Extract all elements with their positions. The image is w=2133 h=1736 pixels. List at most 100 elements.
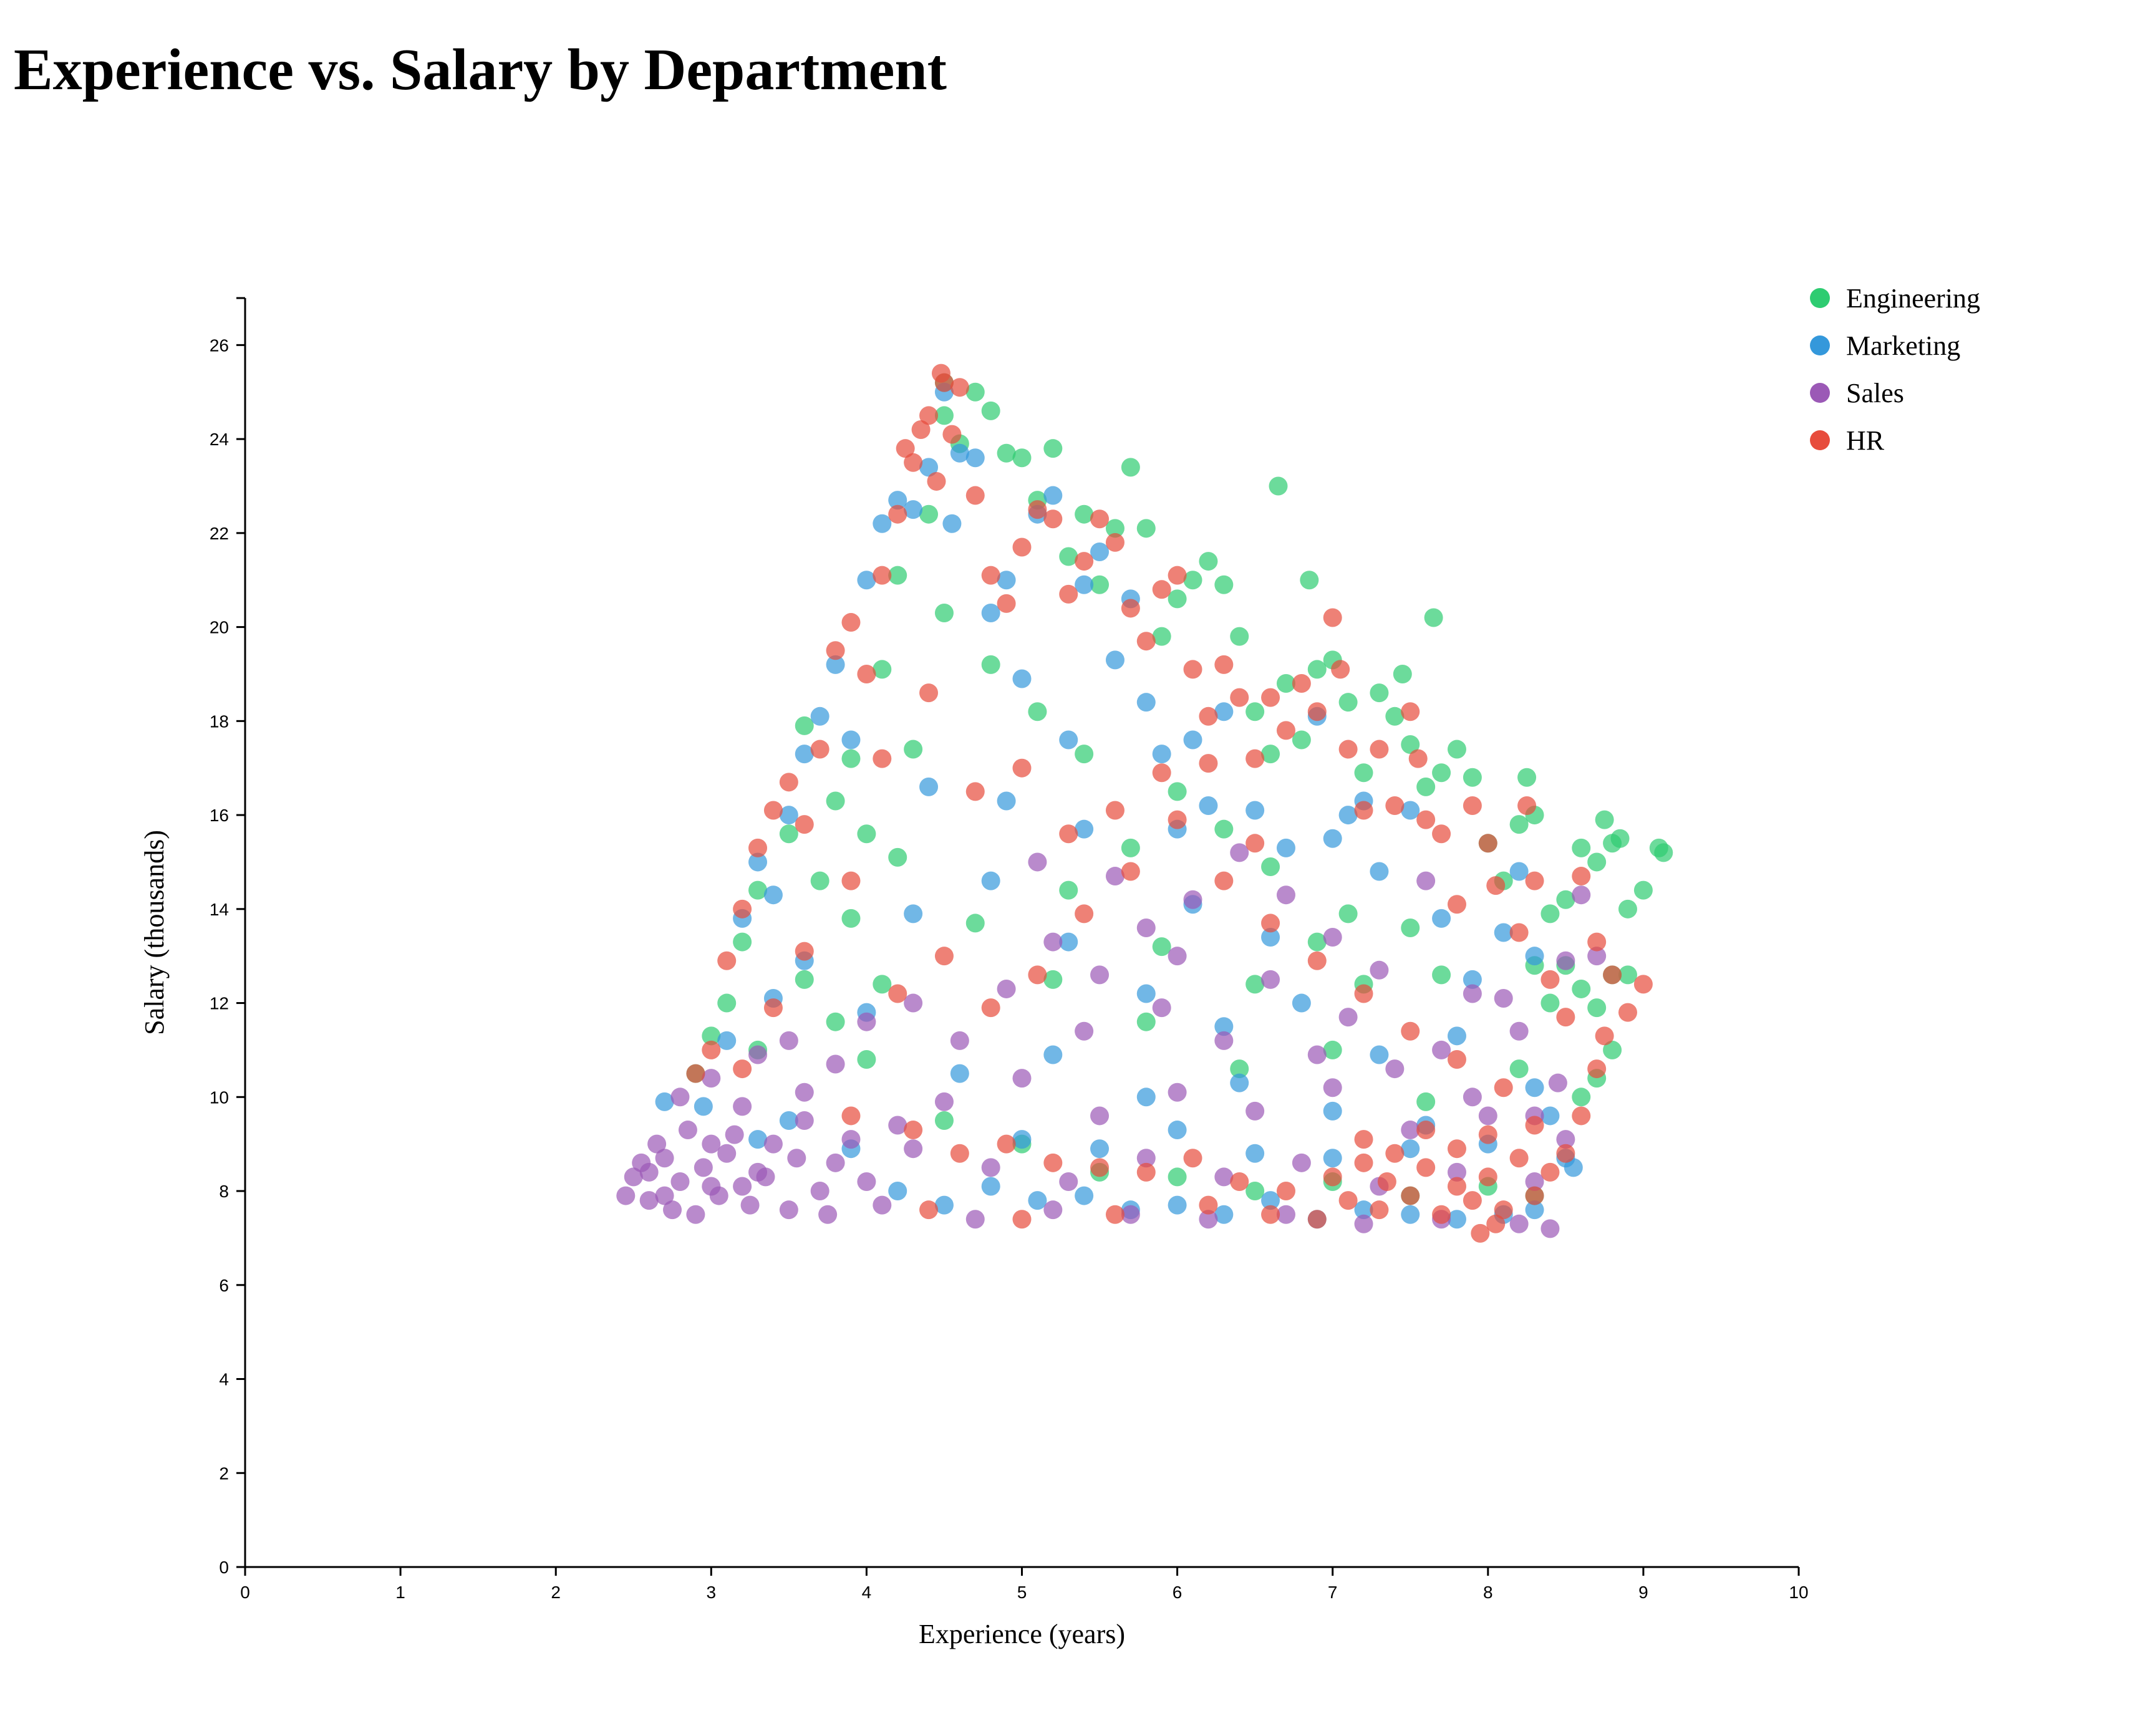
data-point [1245, 702, 1265, 721]
data-point [1183, 1149, 1202, 1168]
data-point [1354, 1130, 1373, 1149]
data-point [904, 904, 923, 923]
data-point [663, 1200, 682, 1220]
data-point [1541, 1162, 1560, 1182]
y-tick-label: 4 [219, 1370, 229, 1389]
data-point [950, 378, 969, 397]
data-point [1245, 749, 1265, 768]
data-point [1183, 730, 1202, 750]
data-point [888, 566, 907, 585]
data-point [763, 1134, 783, 1154]
data-point [1354, 1200, 1373, 1220]
data-point [763, 801, 783, 820]
data-point [934, 1195, 954, 1215]
data-point [678, 1121, 697, 1140]
data-point [934, 373, 954, 392]
data-point [702, 1040, 721, 1059]
data-point [1478, 1106, 1497, 1126]
data-point [950, 443, 969, 463]
data-point [1447, 1026, 1466, 1046]
data-point [810, 1182, 830, 1201]
data-point [873, 566, 892, 585]
y-tick-label: 24 [210, 430, 229, 449]
data-point [981, 566, 1000, 585]
data-point [1494, 923, 1513, 942]
data-point [1012, 758, 1032, 778]
data-point [1525, 871, 1544, 890]
data-point [1152, 998, 1171, 1018]
data-point [1509, 862, 1529, 881]
data-point [1292, 1153, 1311, 1172]
data-point [1416, 777, 1436, 796]
data-point [1199, 1210, 1218, 1229]
data-point [1416, 1121, 1436, 1140]
data-point [1230, 1172, 1249, 1191]
y-axis-title: Salary (thousands) [139, 830, 170, 1035]
data-point [1245, 1101, 1265, 1121]
data-point [1090, 575, 1110, 594]
data-point [1307, 702, 1327, 721]
data-point [1572, 885, 1591, 905]
data-point [1276, 1182, 1295, 1201]
data-point [1043, 1153, 1063, 1172]
data-point [1494, 1200, 1513, 1220]
data-point [1323, 928, 1342, 947]
data-point [1075, 552, 1094, 571]
data-point [1338, 904, 1358, 923]
data-point [795, 1111, 814, 1130]
data-point [1214, 655, 1234, 674]
data-point [1401, 918, 1420, 937]
data-point [873, 514, 892, 533]
data-point [1012, 448, 1032, 468]
data-point [1121, 1205, 1140, 1224]
x-tick-label: 7 [1328, 1583, 1338, 1602]
data-point [1447, 895, 1466, 914]
data-point [927, 471, 946, 491]
data-point [1331, 660, 1350, 679]
data-point [702, 1177, 721, 1196]
data-point [1121, 599, 1140, 618]
data-point [1168, 810, 1187, 829]
data-point [1261, 1205, 1280, 1224]
data-point [981, 1177, 1000, 1196]
data-point [1572, 1106, 1591, 1126]
data-point [779, 806, 798, 825]
data-point [1152, 580, 1171, 599]
data-point [1059, 730, 1078, 750]
data-point [1338, 740, 1358, 759]
data-point [1075, 1021, 1094, 1041]
data-point [1401, 1205, 1420, 1224]
data-point [857, 664, 876, 683]
data-point [1323, 1078, 1342, 1097]
data-point [1152, 627, 1171, 646]
data-point [1276, 721, 1295, 740]
series-engineering [686, 373, 1673, 1205]
data-point [1432, 824, 1451, 844]
points-layer [616, 364, 1673, 1243]
data-point [702, 1069, 721, 1088]
data-point [981, 655, 1000, 674]
data-point [1401, 1186, 1420, 1205]
data-point [888, 984, 907, 1003]
data-point [1075, 819, 1094, 839]
data-point [1541, 993, 1560, 1013]
data-point [841, 730, 861, 750]
data-point [950, 1144, 969, 1163]
data-point [1633, 975, 1653, 994]
data-point [1168, 782, 1187, 801]
data-point [1463, 970, 1482, 989]
data-point [997, 979, 1016, 998]
data-point [686, 1205, 705, 1224]
data-point [1416, 871, 1436, 890]
data-point [1603, 965, 1622, 985]
data-point [857, 824, 876, 844]
data-point [1323, 608, 1342, 627]
data-point [1385, 1059, 1405, 1079]
data-point [997, 594, 1016, 613]
data-point [1323, 1167, 1342, 1187]
data-point [1136, 918, 1156, 937]
data-point [981, 603, 1000, 622]
legend-swatch [1810, 430, 1830, 450]
data-point [1401, 702, 1420, 721]
data-point [1075, 745, 1094, 764]
